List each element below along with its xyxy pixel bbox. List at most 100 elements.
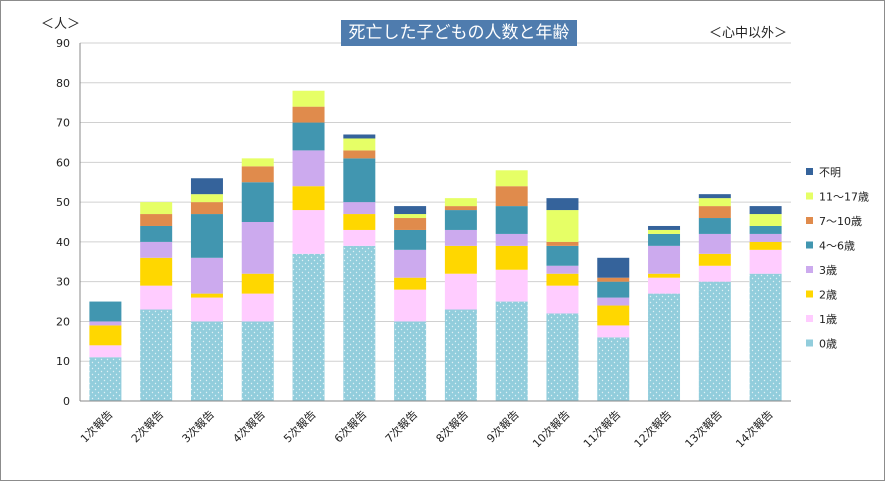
bar-segment — [698, 265, 731, 282]
bar-segment — [597, 297, 630, 306]
legend-swatch — [806, 217, 813, 224]
legend-label: 1歳 — [819, 313, 837, 326]
bar-segment — [648, 229, 681, 234]
legend-label: 0歳 — [819, 338, 837, 351]
bar-segment — [648, 225, 681, 230]
x-tick-label: 4次報告 — [230, 407, 268, 445]
bar-segment — [241, 273, 274, 294]
bar-segment — [546, 241, 579, 246]
x-tick-label: 10次報告 — [529, 407, 572, 450]
legend-label: 2歳 — [819, 289, 837, 302]
bar-segment — [292, 106, 325, 123]
bar-segment — [140, 214, 173, 226]
bar-segment — [698, 194, 731, 199]
bar-segment — [546, 198, 579, 211]
bar-segment — [546, 265, 579, 274]
bar-segment — [140, 285, 173, 310]
legend-label: 4～6歳 — [819, 240, 855, 253]
legend-swatch — [806, 168, 813, 175]
chart-note: ＜心中以外＞ — [709, 26, 788, 41]
y-tick-label: 80 — [56, 77, 70, 90]
legend-swatch — [806, 339, 813, 347]
x-tick-label: 14次報告 — [733, 407, 776, 450]
bar-segment — [546, 245, 579, 266]
bar-segment — [140, 257, 173, 286]
bar-segment — [749, 225, 782, 234]
bar-segment — [444, 198, 477, 207]
legend-swatch — [806, 192, 813, 200]
bar-segment — [648, 273, 681, 278]
bar-segment — [444, 229, 477, 246]
y-tick-label: 90 — [56, 37, 70, 50]
bar-segment — [597, 257, 630, 278]
x-tick-label: 6次報告 — [331, 407, 369, 445]
x-tick-label: 3次報告 — [179, 407, 217, 445]
bar-segment-texture — [292, 253, 325, 401]
y-tick-label: 40 — [56, 236, 70, 249]
bar-segment — [343, 214, 376, 230]
bar-segment — [648, 277, 681, 294]
legend-swatch — [806, 315, 813, 322]
y-tick-label: 50 — [56, 196, 70, 209]
bar-segment — [597, 281, 630, 298]
bar-segment — [343, 138, 376, 151]
legend-label: 3歳 — [819, 264, 837, 277]
bar-segment — [495, 186, 528, 207]
bar-segment — [698, 198, 731, 207]
gridlines — [80, 42, 791, 402]
bar-segment — [698, 206, 731, 219]
bar-segment — [190, 297, 223, 322]
bar-segment — [597, 325, 630, 338]
bar-segment — [394, 214, 427, 219]
bar-segment — [394, 277, 427, 290]
x-tick-label: 12次報告 — [631, 407, 674, 450]
x-tick-label: 13次報告 — [682, 407, 725, 450]
bar-segment-texture — [444, 309, 477, 401]
bar-segment — [292, 186, 325, 211]
legend: 不明 11～17歳 7～10歳 4～6歳 3歳 2歳 1歳 0歳 — [806, 166, 869, 351]
bar-segment — [444, 206, 477, 211]
bar-segment — [241, 158, 274, 167]
bar-segment-texture — [241, 321, 274, 401]
bar-segment-texture — [597, 337, 630, 401]
bar-segment — [292, 150, 325, 187]
bar-segment — [343, 158, 376, 203]
bar-segment — [698, 233, 731, 254]
bar-segment-texture — [394, 321, 427, 401]
y-tick-label: 10 — [56, 355, 70, 368]
bar-segment — [89, 321, 122, 326]
x-tick-label: 9次報告 — [484, 407, 522, 445]
bar-segment — [190, 178, 223, 195]
bar-segment — [190, 202, 223, 215]
bar-segment — [343, 229, 376, 246]
bar-segment — [292, 122, 325, 151]
x-tick-label: 2次報告 — [128, 407, 166, 445]
bar-segment — [190, 293, 223, 298]
bar-segment — [648, 233, 681, 246]
bar-segment — [190, 214, 223, 258]
chart-title: 死亡した子どもの人数と年齢 — [341, 20, 577, 46]
bar-segment — [89, 345, 122, 358]
bar-segment — [546, 273, 579, 286]
bar-segment — [546, 210, 579, 242]
bar-segment — [394, 218, 427, 230]
x-tick-label: 11次報告 — [580, 407, 623, 450]
bar-segment-texture — [495, 301, 528, 401]
legend-swatch — [806, 241, 813, 249]
x-tick-label: 1次報告 — [77, 407, 115, 445]
x-tick-label: 5次報告 — [280, 407, 318, 445]
bar-segment — [292, 210, 325, 254]
bar-segment — [394, 229, 427, 250]
y-tick-label: 0 — [63, 395, 70, 408]
y-tick-label: 20 — [56, 315, 70, 328]
bar-segment — [140, 202, 173, 215]
bar-segment — [698, 218, 731, 234]
bar-segment — [444, 245, 477, 274]
bar-segment — [241, 166, 274, 183]
bar-segment-texture — [648, 293, 681, 401]
bar-segment — [648, 245, 681, 274]
bar-segment — [140, 225, 173, 242]
bar-segment-texture — [749, 273, 782, 401]
bar-segment — [749, 233, 782, 242]
